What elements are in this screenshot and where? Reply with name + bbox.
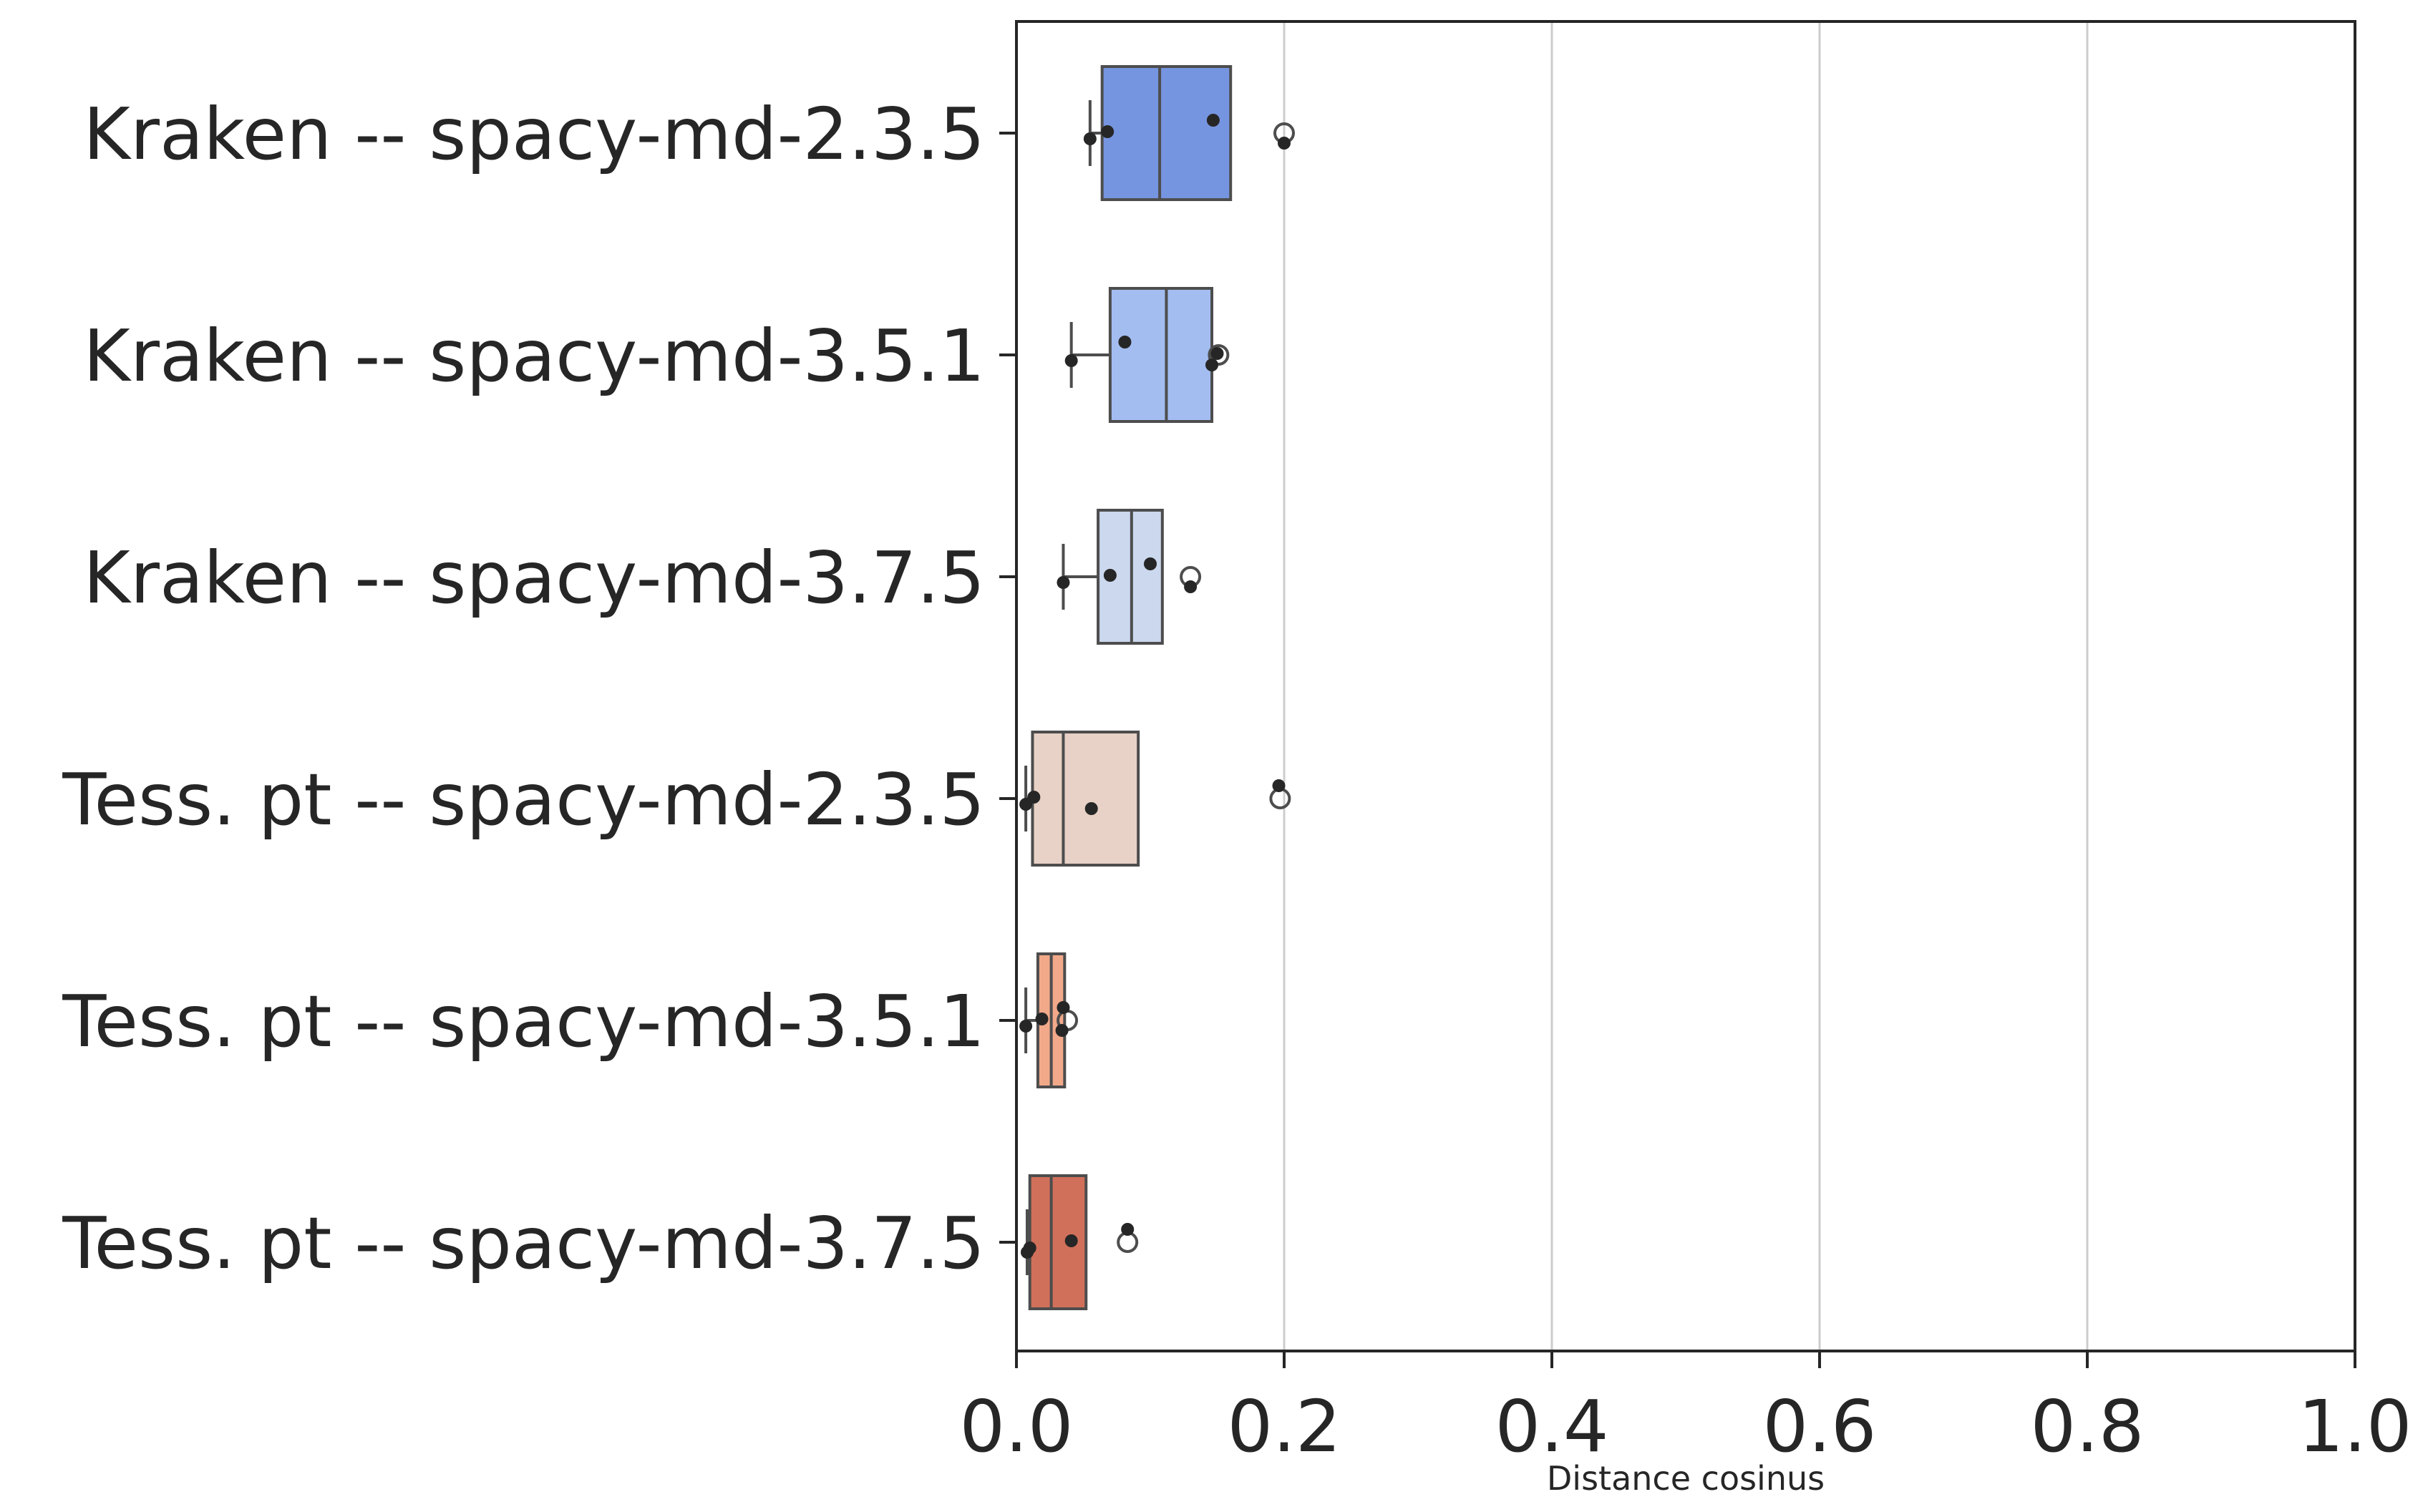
box [1100, 65, 1233, 201]
gridlines [1283, 21, 2089, 1351]
category-ticks: Kraken -- spacy-md-2.3.5 Kraken -- spacy-… [62, 92, 1016, 1285]
data-point [1103, 569, 1117, 582]
category-label: Tess. pt -- spacy-md-3.5.1 [62, 980, 985, 1063]
data-point [1210, 347, 1224, 360]
x-tick-label: 1.0 [2298, 1385, 2412, 1468]
box [1028, 1174, 1088, 1310]
category-label: Tess. pt -- spacy-md-3.7.5 [62, 1201, 985, 1285]
data-point [1121, 1223, 1135, 1236]
data-points-group [1019, 114, 1291, 1259]
x-axis-title: Distance cosinus [1547, 1459, 1825, 1498]
data-point [1020, 1246, 1034, 1259]
data-point [1084, 802, 1098, 815]
category-label: Kraken -- spacy-md-3.7.5 [83, 536, 985, 620]
data-point [1019, 1020, 1033, 1033]
data-point [1278, 137, 1291, 150]
box [1031, 731, 1140, 867]
x-tick-label: 0.4 [1495, 1385, 1608, 1468]
data-point [1184, 580, 1198, 593]
data-point [1083, 132, 1097, 145]
data-point [1144, 557, 1157, 570]
plot-frame [1015, 20, 2356, 1352]
data-point [1101, 125, 1115, 138]
data-point [1057, 1001, 1070, 1014]
data-point [1057, 576, 1070, 589]
x-tick-label: 0.2 [1227, 1385, 1341, 1468]
data-point [1035, 1013, 1049, 1025]
box [1108, 287, 1214, 423]
data-point [1027, 791, 1041, 804]
data-point [1118, 336, 1132, 348]
data-point [1064, 354, 1078, 367]
data-point [1064, 1234, 1078, 1247]
category-label: Kraken -- spacy-md-3.5.1 [83, 314, 985, 398]
x-tick-label: 0.6 [1762, 1385, 1876, 1468]
category-label: Kraken -- spacy-md-2.3.5 [83, 92, 985, 176]
x-tick-label: 0.0 [959, 1385, 1073, 1468]
outlier-marker [1208, 344, 1230, 366]
data-point [1205, 359, 1219, 371]
data-point [1055, 1024, 1069, 1037]
x-tick-label: 0.8 [2030, 1385, 2144, 1468]
data-point [1272, 779, 1286, 792]
x-axis-ticks: 0.0 0.2 0.4 0.6 0.8 1.0 [959, 1351, 2412, 1468]
data-point [1206, 114, 1220, 127]
category-label: Tess. pt -- spacy-md-2.3.5 [62, 758, 985, 842]
